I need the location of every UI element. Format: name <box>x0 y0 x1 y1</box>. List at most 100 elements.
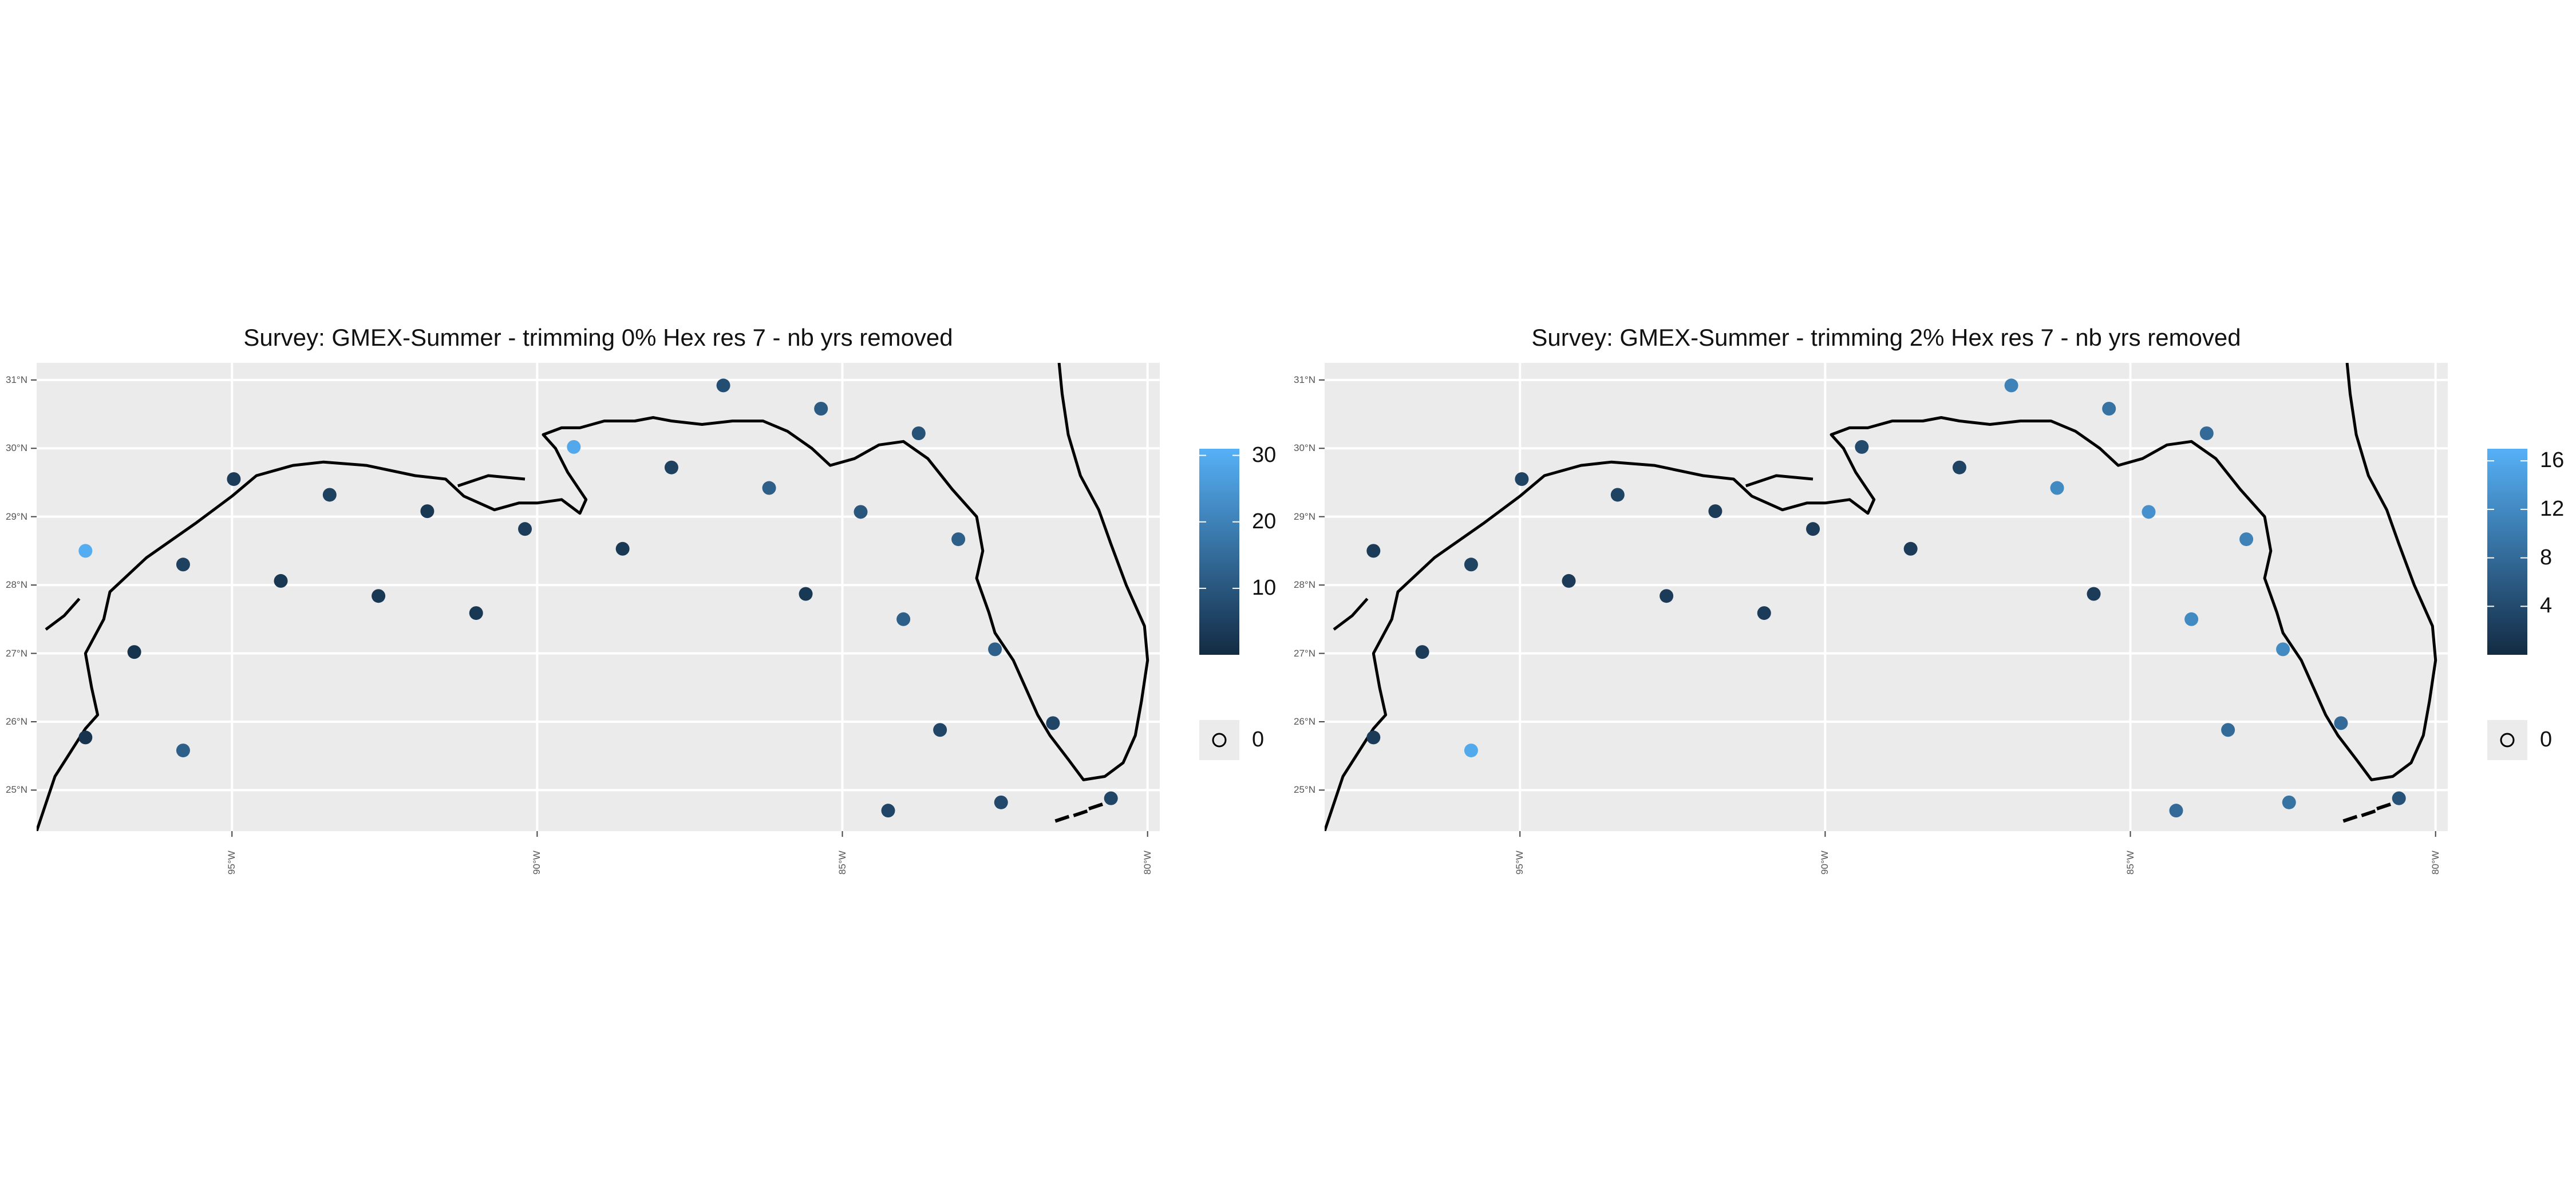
coastline <box>2342 814 2358 823</box>
plot-background <box>1325 363 2448 831</box>
data-point <box>1104 791 1118 805</box>
coastline <box>45 598 81 631</box>
data-point <box>1366 544 1381 558</box>
data-point <box>1757 606 1771 620</box>
coastline <box>1325 363 2437 831</box>
data-point <box>1903 541 1918 556</box>
data-point <box>2004 378 2018 393</box>
lat-tick-label: 27°N <box>1294 647 1315 659</box>
data-point <box>896 612 911 626</box>
data-point <box>664 460 678 475</box>
plot-background <box>37 363 1160 831</box>
lon-tick-label: 95°W <box>1514 851 1526 875</box>
data-point <box>951 532 966 547</box>
lat-tick-label: 26°N <box>6 715 27 727</box>
lat-tick-label: 29°N <box>6 511 27 522</box>
coastline <box>457 474 526 488</box>
colorbar-tick-label: 10 <box>1252 575 1277 600</box>
coastline <box>1054 814 1070 823</box>
data-point <box>127 645 141 659</box>
data-point <box>1855 440 1869 454</box>
data-point <box>2221 723 2235 737</box>
lat-tick-label: 31°N <box>1294 374 1315 385</box>
na-legend-key <box>1199 720 1239 760</box>
data-point <box>1952 460 1966 475</box>
na-legend-label: 0 <box>1252 727 1265 752</box>
data-point <box>1366 730 1381 745</box>
data-point <box>1415 645 1429 659</box>
data-point <box>518 522 532 536</box>
colorbar-tick-label: 12 <box>2540 496 2565 521</box>
data-point <box>420 504 434 519</box>
colorbar <box>2487 449 2527 655</box>
data-point <box>176 557 190 572</box>
colorbar-tick-label: 20 <box>1252 509 1277 533</box>
lat-tick-label: 25°N <box>6 784 27 796</box>
lat-tick-label: 25°N <box>1294 784 1315 796</box>
lon-tick-label: 80°W <box>2429 851 2441 875</box>
colorbar-tick-label: 8 <box>2540 545 2553 570</box>
colorbar-tick-label: 30 <box>1252 442 1277 467</box>
data-point <box>762 481 776 495</box>
na-legend-symbol <box>2500 733 2515 748</box>
lon-tick-label: 80°W <box>1141 851 1153 875</box>
data-point <box>716 378 730 393</box>
lat-tick-label: 28°N <box>6 579 27 591</box>
data-point <box>78 544 93 558</box>
coastline <box>2361 809 2376 817</box>
lat-tick-label: 30°N <box>1294 442 1315 454</box>
colorbar-tick-label: 16 <box>2540 448 2565 473</box>
data-point <box>1610 488 1625 502</box>
coastline <box>1745 474 1814 488</box>
data-point <box>2050 481 2064 495</box>
data-point <box>1464 557 1478 572</box>
data-point <box>227 472 241 487</box>
data-point <box>881 804 895 818</box>
coastline <box>37 363 1149 831</box>
data-point <box>2102 402 2116 416</box>
map-plot <box>31 363 1239 837</box>
data-point <box>1660 589 1674 603</box>
lat-tick-label: 30°N <box>6 442 27 454</box>
data-point <box>1562 574 1576 588</box>
data-point <box>933 723 947 737</box>
data-point <box>2282 795 2296 809</box>
coastline <box>1088 802 1103 810</box>
lon-tick-label: 90°W <box>531 851 543 875</box>
data-point <box>2169 804 2183 818</box>
data-point <box>1806 522 1820 536</box>
data-point <box>1708 504 1722 519</box>
coastline <box>2376 802 2391 810</box>
map-plot <box>1319 363 2527 837</box>
data-point <box>176 744 190 758</box>
data-point <box>2334 716 2348 730</box>
lon-tick-label: 90°W <box>1819 851 1831 875</box>
lat-tick-label: 28°N <box>1294 579 1315 591</box>
na-legend-label: 0 <box>2540 727 2553 752</box>
data-point <box>2199 426 2214 440</box>
data-point <box>2239 532 2254 547</box>
coastline <box>1073 809 1088 817</box>
data-point <box>322 488 337 502</box>
lon-tick-label: 85°W <box>836 851 848 875</box>
lat-tick-label: 29°N <box>1294 511 1315 522</box>
panel-title: Survey: GMEX-Summer - trimming 0% Hex re… <box>243 324 953 351</box>
data-point <box>854 505 868 519</box>
data-point <box>78 730 93 745</box>
data-point <box>615 541 630 556</box>
lon-tick-label: 95°W <box>226 851 238 875</box>
map-panel-left: Survey: GMEX-Summer - trimming 0% Hex re… <box>6 324 1277 875</box>
data-point <box>2276 642 2290 657</box>
colorbar <box>1199 449 1239 655</box>
coastline <box>1333 598 1369 631</box>
data-point <box>274 574 288 588</box>
data-point <box>1464 744 1478 758</box>
data-point <box>469 606 483 620</box>
data-point <box>994 795 1008 809</box>
data-point <box>1046 716 1060 730</box>
data-point <box>2087 587 2101 601</box>
data-point <box>1515 472 1529 487</box>
data-point <box>814 402 828 416</box>
data-point <box>911 426 926 440</box>
lat-tick-label: 27°N <box>6 647 27 659</box>
